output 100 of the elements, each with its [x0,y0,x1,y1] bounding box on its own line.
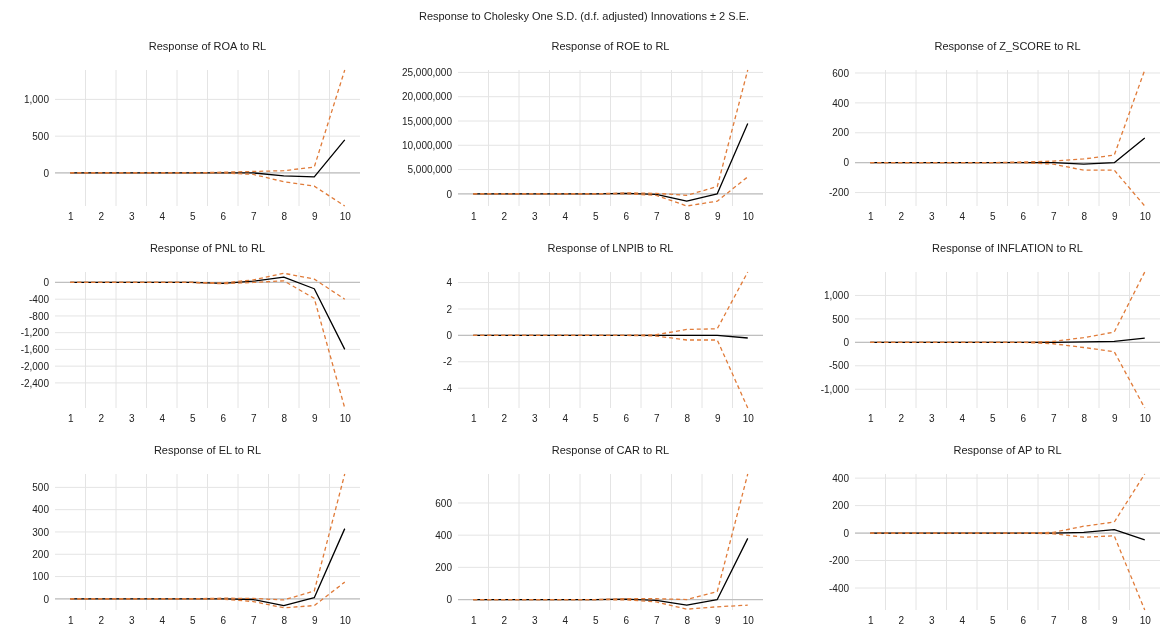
y-tick-label: 1,000 [823,290,850,302]
x-tick-label: 6 [623,615,630,627]
x-tick-label: 4 [159,615,166,627]
x-tick-label: 1 [470,413,477,425]
x-tick-label: 7 [250,211,257,223]
x-tick-label: 8 [1081,615,1088,627]
x-tick-label: 10 [742,211,755,223]
y-tick-label: -2 [443,356,453,368]
chart-title: Response of LNPIB to RL [547,242,674,254]
chart-title: Response of Z_SCORE to RL [934,40,1081,52]
x-tick-label: 2 [501,413,508,425]
x-tick-label: 9 [714,413,721,425]
x-tick-label: 9 [1111,211,1118,223]
x-tick-label: 4 [959,211,966,223]
x-tick-label: 8 [1081,413,1088,425]
x-tick-label: 10 [1139,413,1152,425]
x-tick-label: 10 [1139,211,1152,223]
x-tick-label: 10 [339,615,352,627]
x-tick-label: 10 [742,615,755,627]
x-tick-label: 3 [928,413,935,425]
x-tick-label: 1 [470,211,477,223]
x-tick-label: 3 [531,211,538,223]
x-tick-label: 10 [339,413,352,425]
y-tick-label: 0 [43,167,50,179]
y-tick-label: 0 [446,330,453,342]
y-tick-label: -200 [828,555,850,567]
chart-title: Response of ROE to RL [551,40,670,52]
y-tick-label: 20,000,000 [401,91,453,103]
x-tick-label: 2 [501,211,508,223]
x-tick-label: 6 [220,615,227,627]
x-tick-label: 1 [67,413,74,425]
x-tick-label: 9 [1111,413,1118,425]
x-tick-label: 2 [98,211,105,223]
y-tick-label: 15,000,000 [401,115,453,127]
x-tick-label: 2 [898,615,905,627]
y-tick-label: 400 [832,97,850,109]
y-tick-label: 5,000,000 [407,164,453,176]
y-tick-label: -500 [828,360,850,372]
x-tick-label: 9 [311,615,318,627]
y-tick-label: 400 [832,472,850,484]
chart-title: Response of CAR to RL [551,444,670,456]
chart-title: Response of EL to RL [153,444,262,456]
x-tick-label: 1 [470,615,477,627]
x-tick-label: 6 [220,413,227,425]
x-tick-label: 1 [867,615,874,627]
x-tick-label: 5 [989,413,996,425]
y-tick-label: 500 [32,130,50,142]
y-tick-label: 0 [446,188,453,200]
x-tick-label: 1 [67,615,74,627]
x-tick-label: 3 [128,211,135,223]
y-tick-label: -1,600 [20,344,50,356]
y-tick-label: 500 [32,482,50,494]
y-tick-label: 400 [435,529,453,541]
y-tick-label: 200 [832,127,850,139]
y-tick-label: -800 [28,310,50,322]
x-tick-label: 3 [928,615,935,627]
y-tick-label: -4 [443,382,453,394]
x-tick-label: 3 [128,413,135,425]
y-tick-label: 600 [832,67,850,79]
y-tick-label: -2,000 [20,360,50,372]
x-tick-label: 1 [867,413,874,425]
x-tick-label: 10 [339,211,352,223]
y-tick-label: 0 [843,157,850,169]
x-tick-label: 2 [501,615,508,627]
chart-title: Response of AP to RL [953,444,1062,456]
x-tick-label: 7 [1050,615,1057,627]
x-tick-label: 4 [959,615,966,627]
x-tick-label: 1 [867,211,874,223]
x-tick-label: 9 [714,615,721,627]
x-tick-label: 8 [281,413,288,425]
x-tick-label: 5 [989,615,996,627]
x-tick-label: 3 [128,615,135,627]
y-tick-label: 0 [843,337,850,349]
x-tick-label: 5 [189,211,196,223]
x-tick-label: 4 [959,413,966,425]
x-tick-label: 7 [1050,211,1057,223]
x-tick-label: 2 [898,413,905,425]
x-tick-label: 4 [562,615,569,627]
x-tick-label: 2 [98,615,105,627]
y-tick-label: 1,000 [23,94,50,106]
y-tick-label: 500 [832,313,850,325]
x-tick-label: 5 [189,615,196,627]
x-tick-label: 5 [592,413,599,425]
x-tick-label: 6 [1020,211,1027,223]
x-tick-label: 6 [220,211,227,223]
text: Response to Cholesky One S.D. (d.f. adjusted) Innovations ± 2 S.E. [418,10,750,22]
x-tick-label: 6 [1020,615,1027,627]
y-tick-label: 10,000,000 [401,139,453,151]
y-tick-label: -400 [828,582,850,594]
x-tick-label: 8 [684,413,691,425]
y-tick-label: 600 [435,497,453,509]
x-tick-label: 5 [989,211,996,223]
x-tick-label: 8 [684,211,691,223]
chart-title: Response of PNL to RL [149,242,266,254]
y-tick-label: 4 [446,277,453,289]
y-tick-label: 0 [43,593,50,605]
y-tick-label: 0 [446,594,453,606]
x-tick-label: 6 [623,413,630,425]
chart-title: Response of INFLATION to RL [932,242,1083,254]
x-tick-label: 8 [1081,211,1088,223]
